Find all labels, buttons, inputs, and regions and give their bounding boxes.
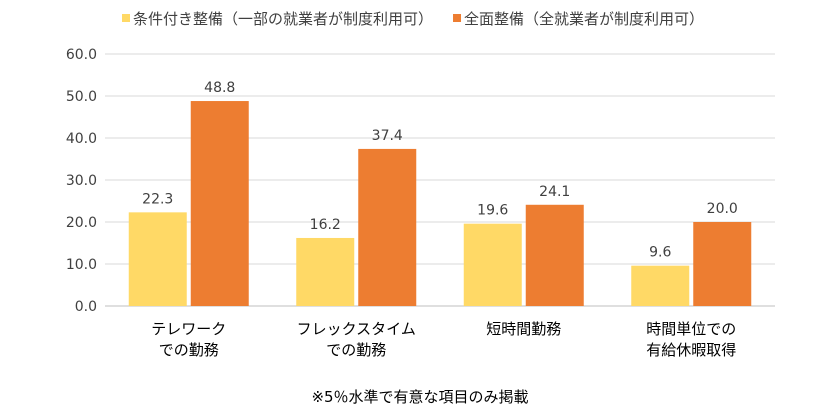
legend-label: 全面整備（全就業者が制度利用可） [464,10,704,28]
y-tick-label: 0.0 [75,299,97,315]
legend-swatch [453,14,462,22]
data-label: 16.2 [310,217,341,233]
bar [296,237,355,306]
data-label: 37.4 [372,128,403,144]
bar [463,223,522,306]
y-tick-label: 40.0 [66,131,97,147]
y-tick-label: 30.0 [66,173,97,189]
data-label: 22.3 [142,191,173,207]
data-label: 48.8 [204,80,235,96]
bar [128,212,187,306]
x-tick-label: 時間単位での [646,320,736,338]
data-label: 9.6 [649,245,671,261]
data-label: 20.0 [707,201,738,217]
y-tick-label: 20.0 [66,215,97,231]
y-tick-label: 50.0 [66,89,97,105]
footnote: ※5％水準で有意な項目のみ掲載 [311,388,528,406]
y-tick-label: 60.0 [66,47,97,63]
legend-swatch [122,14,130,22]
legend-label: 条件付き整備（一部の就業者が制度利用可） [133,10,433,28]
x-tick-label: フレックスタイム [297,320,416,338]
x-tick-label: での勤務 [326,341,386,359]
y-tick-label: 10.0 [66,257,97,273]
bar [693,222,752,306]
bar [525,204,584,306]
x-tick-label: 短時間勤務 [486,320,561,338]
bar [631,265,690,306]
data-label: 19.6 [477,203,508,219]
bar [358,148,417,306]
data-label: 24.1 [539,184,570,200]
x-tick-label: 有給休暇取得 [646,341,736,359]
x-tick-label: での勤務 [159,341,219,359]
x-tick-label: テレワーク [151,320,226,338]
bar [190,101,249,306]
